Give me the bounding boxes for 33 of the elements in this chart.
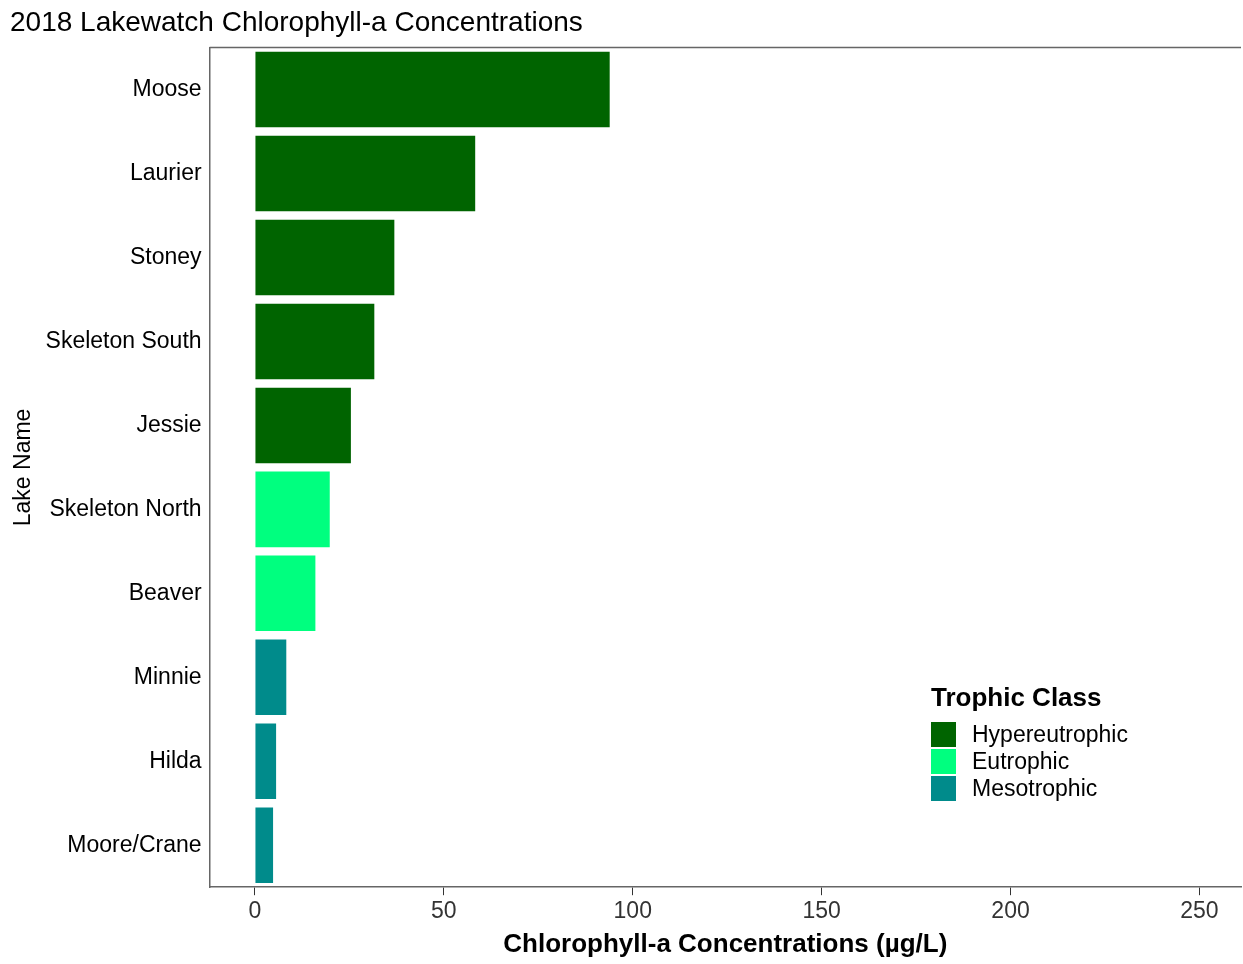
y-tick-label: Stoney — [129, 242, 203, 269]
y-tick-label: Moore/Crane — [67, 830, 202, 857]
bar — [255, 303, 375, 380]
chart-title: 2018 Lakewatch Chlorophyll-a Concentrations — [10, 5, 583, 37]
y-tick-label: Moose — [132, 74, 202, 101]
y-tick-label: Skeleton North — [49, 494, 202, 521]
y-axis-title: Lake Name — [9, 408, 36, 527]
y-tick-label: Skeleton South — [45, 326, 202, 353]
legend-label: Hypereutrophic — [972, 721, 1128, 749]
legend-label: Eutrophic — [972, 748, 1070, 776]
x-tick-label: 150 — [802, 897, 841, 924]
y-tick-label: Beaver — [128, 578, 202, 605]
legend-label: Mesotrophic — [972, 775, 1098, 803]
bar — [255, 723, 277, 800]
bar — [255, 555, 316, 632]
bar — [255, 51, 610, 128]
y-tick-label: Jessie — [136, 410, 202, 437]
y-tick-label: Laurier — [129, 158, 202, 185]
x-axis-title: Chlorophyll-a Concentrations (µg/L) — [503, 927, 948, 958]
bar — [255, 135, 476, 212]
x-tick-label: 0 — [248, 897, 262, 924]
bar — [255, 471, 330, 548]
y-tick-label: Hilda — [149, 746, 202, 773]
bar — [255, 639, 287, 716]
bar — [255, 219, 395, 296]
bar — [255, 807, 274, 883]
y-tick-label: Minnie — [133, 662, 202, 689]
legend-title: Trophic Class — [931, 682, 1103, 714]
x-tick-label: 50 — [431, 897, 457, 924]
bar — [255, 387, 351, 464]
x-tick-label: 200 — [991, 897, 1030, 924]
x-tick-label: 100 — [613, 897, 652, 924]
x-tick-label: 250 — [1180, 897, 1219, 924]
